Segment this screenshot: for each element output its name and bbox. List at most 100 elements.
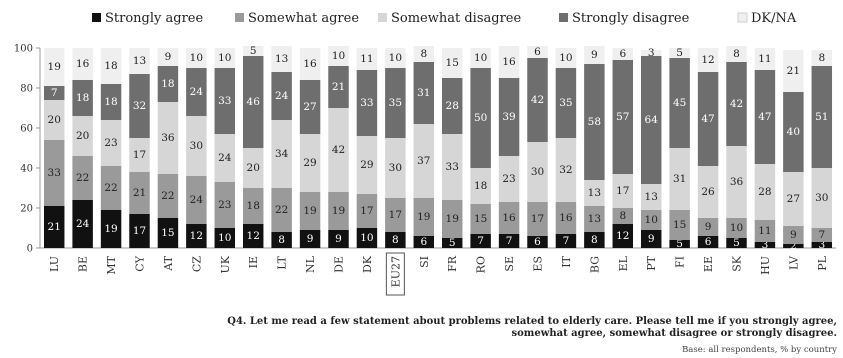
bar-segment-somewhat-agree xyxy=(640,210,662,230)
data-label-dk-na: 9 xyxy=(165,51,172,63)
data-label-somewhat-disagree: 27 xyxy=(787,193,800,205)
data-label-strongly-agree: 12 xyxy=(190,230,203,242)
data-label-strongly-agree: 9 xyxy=(307,233,314,245)
bar-segment-somewhat-agree xyxy=(697,218,719,236)
data-label-strongly-disagree: 24 xyxy=(190,86,204,98)
data-label-somewhat-disagree: 37 xyxy=(417,155,430,167)
x-tick-label: CZ xyxy=(190,256,203,272)
data-label-strongly-disagree: 18 xyxy=(76,92,89,104)
data-label-somewhat-disagree: 17 xyxy=(133,149,146,161)
bar-segment-somewhat-disagree xyxy=(100,120,122,166)
legend-swatch-somewhat-agree xyxy=(235,13,244,22)
legend-label-somewhat-disagree: Somewhat disagree xyxy=(391,11,521,26)
data-label-somewhat-agree: 16 xyxy=(559,212,573,224)
bar-segment-dk-na xyxy=(726,46,747,62)
bar-segment-strongly-disagree xyxy=(413,62,435,124)
bar-segment-strongly-agree xyxy=(783,244,804,248)
bar-segment-dk-na xyxy=(640,50,662,56)
x-tick-label: UK xyxy=(219,255,232,273)
data-label-somewhat-agree: 22 xyxy=(275,204,288,216)
data-label-somewhat-agree: 19 xyxy=(446,213,459,225)
data-label-dk-na: 11 xyxy=(758,53,771,65)
data-label-strongly-agree: 19 xyxy=(104,223,117,235)
data-label-somewhat-disagree: 30 xyxy=(389,162,402,174)
bar-segment-somewhat-agree xyxy=(157,174,179,218)
bar-segment-somewhat-agree xyxy=(242,188,264,224)
data-label-dk-na: 8 xyxy=(733,48,740,60)
data-label-strongly-agree: 5 xyxy=(733,237,740,249)
data-label-dk-na: 16 xyxy=(303,58,317,70)
data-label-strongly-disagree: 39 xyxy=(502,111,515,123)
data-label-strongly-disagree: 45 xyxy=(673,97,686,109)
data-label-somewhat-agree: 11 xyxy=(758,225,771,237)
bar-segment-somewhat-disagree xyxy=(413,124,435,198)
bar-segment-somewhat-disagree xyxy=(242,148,264,188)
bar-segment-dk-na xyxy=(242,46,264,56)
x-tick-label: SK xyxy=(731,255,744,272)
data-label-somewhat-agree: 19 xyxy=(303,205,316,217)
bar-segment-strongly-agree xyxy=(584,232,605,248)
x-tick-label: SE xyxy=(503,256,516,272)
bar-segment-dk-na xyxy=(498,46,520,78)
bar-segment-somewhat-disagree xyxy=(584,180,605,206)
bar-segment-somewhat-disagree xyxy=(214,134,236,182)
question-line-1: Q4. Let me read a few statement about pr… xyxy=(227,316,837,327)
bar-segment-somewhat-agree xyxy=(783,226,804,244)
bar-segment-somewhat-agree xyxy=(470,204,491,234)
bar-segment-somewhat-agree xyxy=(129,172,150,214)
data-label-strongly-disagree: 46 xyxy=(247,96,261,108)
bar-segment-dk-na xyxy=(385,48,406,68)
data-label-dk-na: 10 xyxy=(559,52,572,64)
y-tick-label: 40 xyxy=(20,164,33,175)
bar-segment-strongly-agree xyxy=(100,210,122,248)
bar-segment-somewhat-disagree xyxy=(640,184,662,210)
bar-segment-somewhat-agree xyxy=(186,176,207,224)
bar-segment-somewhat-agree xyxy=(100,166,122,210)
bar-segment-dk-na xyxy=(470,48,491,68)
data-label-somewhat-agree: 17 xyxy=(389,209,402,221)
bar-segment-dk-na xyxy=(811,50,833,66)
data-label-strongly-agree: 5 xyxy=(449,237,456,249)
data-label-somewhat-disagree: 42 xyxy=(332,144,345,156)
data-label-strongly-disagree: 28 xyxy=(446,100,459,112)
data-label-somewhat-disagree: 36 xyxy=(161,132,175,144)
legend-label-somewhat-agree: Somewhat agree xyxy=(248,11,359,26)
data-label-strongly-agree: 8 xyxy=(392,234,399,246)
bar-segment-strongly-agree xyxy=(811,242,833,248)
data-label-somewhat-disagree: 18 xyxy=(474,180,487,192)
bar-segment-dk-na xyxy=(328,46,349,66)
bar-segment-somewhat-disagree xyxy=(43,100,65,140)
legend-label-strongly-agree: Strongly agree xyxy=(105,11,203,26)
data-label-somewhat-agree: 8 xyxy=(619,210,626,222)
bar-segment-strongly-disagree xyxy=(811,66,833,168)
data-label-strongly-agree: 2 xyxy=(790,240,797,252)
base-note: Base: all respondents, % by country xyxy=(682,345,837,355)
bar-segment-strongly-disagree xyxy=(100,84,122,120)
data-label-dk-na: 13 xyxy=(133,55,146,67)
data-label-somewhat-agree: 16 xyxy=(502,212,516,224)
legend-swatch-strongly-disagree xyxy=(559,13,568,22)
x-tick-label: BG xyxy=(588,256,601,273)
data-label-dk-na: 6 xyxy=(534,46,541,58)
bar-segment-dk-na xyxy=(72,48,93,80)
data-label-dk-na: 5 xyxy=(250,45,257,57)
bar-segment-dk-na xyxy=(555,48,577,68)
data-label-strongly-disagree: 18 xyxy=(104,96,117,108)
bar-segment-strongly-agree xyxy=(697,236,719,248)
bar-segment-strongly-agree xyxy=(43,206,65,248)
data-label-strongly-agree: 5 xyxy=(676,238,683,250)
bar-segment-strongly-agree xyxy=(612,224,634,248)
bar-segment-somewhat-agree xyxy=(299,192,321,230)
data-label-strongly-disagree: 7 xyxy=(51,87,58,99)
data-label-somewhat-disagree: 30 xyxy=(815,192,828,204)
question-line-2: somewhat agree, somewhat disagree or str… xyxy=(511,328,837,339)
data-label-somewhat-agree: 22 xyxy=(76,172,89,184)
bar-segment-strongly-agree xyxy=(242,224,264,248)
y-tick-label: 80 xyxy=(20,84,33,95)
data-label-strongly-disagree: 31 xyxy=(417,87,430,99)
data-label-somewhat-disagree: 20 xyxy=(76,130,89,142)
bar-segment-strongly-disagree xyxy=(356,70,378,136)
data-label-somewhat-agree: 24 xyxy=(190,194,204,206)
bar-segment-strongly-agree xyxy=(669,240,690,248)
bar-segment-somewhat-disagree xyxy=(441,134,463,200)
